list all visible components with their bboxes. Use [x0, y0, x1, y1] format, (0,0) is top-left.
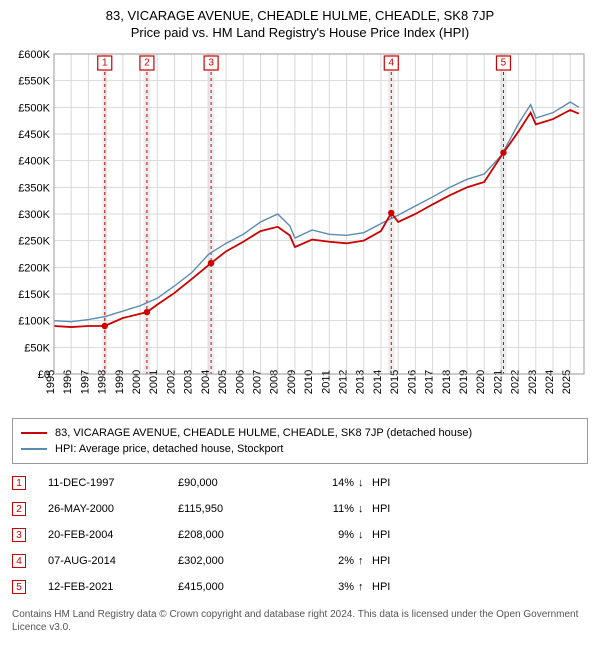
svg-text:2016: 2016: [406, 370, 418, 394]
tx-price: £302,000: [178, 555, 298, 567]
chart-subtitle: Price paid vs. HM Land Registry's House …: [6, 25, 594, 40]
svg-text:2006: 2006: [234, 370, 246, 394]
svg-text:£150K: £150K: [18, 289, 50, 301]
tx-price: £115,950: [178, 503, 298, 515]
svg-text:£450K: £450K: [18, 129, 50, 141]
svg-text:£600K: £600K: [18, 49, 50, 61]
svg-text:1996: 1996: [62, 370, 74, 394]
svg-text:£200K: £200K: [18, 262, 50, 274]
svg-text:2008: 2008: [269, 370, 281, 394]
tx-arrow-icon: ↓: [358, 503, 372, 515]
tx-vs-label: HPI: [372, 529, 402, 541]
tx-date: 20-FEB-2004: [48, 529, 178, 541]
tx-arrow-icon: ↑: [358, 581, 372, 593]
svg-text:2020: 2020: [475, 370, 487, 394]
svg-text:2022: 2022: [510, 370, 522, 394]
legend-label: HPI: Average price, detached house, Stoc…: [55, 443, 284, 455]
tx-marker: 1: [12, 476, 26, 490]
svg-text:1995: 1995: [45, 370, 57, 394]
tx-price: £415,000: [178, 581, 298, 593]
svg-text:2019: 2019: [458, 370, 470, 394]
svg-text:1999: 1999: [114, 370, 126, 394]
svg-text:2001: 2001: [148, 370, 160, 394]
tx-date: 26-MAY-2000: [48, 503, 178, 515]
svg-text:2003: 2003: [183, 370, 195, 394]
transaction-row: 3 20-FEB-2004£208,0009%↓HPI: [12, 522, 588, 548]
transactions-table: 111-DEC-1997£90,00014%↓HPI226-MAY-2000£1…: [12, 470, 588, 600]
legend-item: 83, VICARAGE AVENUE, CHEADLE HULME, CHEA…: [21, 425, 579, 441]
svg-text:1998: 1998: [97, 370, 109, 394]
legend: 83, VICARAGE AVENUE, CHEADLE HULME, CHEA…: [12, 418, 588, 464]
tx-date: 12-FEB-2021: [48, 581, 178, 593]
tx-price: £208,000: [178, 529, 298, 541]
tx-vs-label: HPI: [372, 477, 402, 489]
chart-plot: £0£50K£100K£150K£200K£250K£300K£350K£400…: [6, 48, 594, 408]
svg-text:£500K: £500K: [18, 102, 50, 114]
tx-marker: 4: [12, 554, 26, 568]
svg-text:£550K: £550K: [18, 76, 50, 88]
svg-text:2025: 2025: [561, 370, 573, 394]
svg-text:2012: 2012: [338, 370, 350, 394]
svg-text:£100K: £100K: [18, 316, 50, 328]
tx-diff: 3%: [298, 581, 358, 593]
svg-text:£250K: £250K: [18, 236, 50, 248]
svg-text:2000: 2000: [131, 370, 143, 394]
svg-text:1: 1: [102, 58, 108, 69]
svg-text:£300K: £300K: [18, 209, 50, 221]
legend-swatch: [21, 448, 47, 450]
tx-diff: 11%: [298, 503, 358, 515]
tx-arrow-icon: ↓: [358, 477, 372, 489]
svg-text:2013: 2013: [355, 370, 367, 394]
svg-text:2010: 2010: [303, 370, 315, 394]
svg-text:£50K: £50K: [24, 342, 50, 354]
svg-text:1997: 1997: [79, 370, 91, 394]
chart-container: 83, VICARAGE AVENUE, CHEADLE HULME, CHEA…: [0, 0, 600, 648]
svg-text:2018: 2018: [441, 370, 453, 394]
tx-date: 11-DEC-1997: [48, 477, 178, 489]
svg-text:4: 4: [388, 58, 394, 69]
svg-text:2014: 2014: [372, 370, 384, 394]
transaction-row: 4 07-AUG-2014£302,0002%↑HPI: [12, 548, 588, 574]
svg-text:2023: 2023: [527, 370, 539, 394]
svg-text:2024: 2024: [544, 370, 556, 394]
tx-vs-label: HPI: [372, 555, 402, 567]
tx-marker: 2: [12, 502, 26, 516]
tx-arrow-icon: ↓: [358, 529, 372, 541]
svg-text:£400K: £400K: [18, 156, 50, 168]
svg-text:2021: 2021: [492, 370, 504, 394]
tx-diff: 14%: [298, 477, 358, 489]
svg-text:2009: 2009: [286, 370, 298, 394]
svg-text:2004: 2004: [200, 370, 212, 394]
legend-item: HPI: Average price, detached house, Stoc…: [21, 441, 579, 457]
chart-title: 83, VICARAGE AVENUE, CHEADLE HULME, CHEA…: [6, 8, 594, 23]
svg-text:£350K: £350K: [18, 182, 50, 194]
tx-price: £90,000: [178, 477, 298, 489]
footnote: Contains HM Land Registry data © Crown c…: [12, 608, 588, 634]
tx-arrow-icon: ↑: [358, 555, 372, 567]
transaction-row: 1 11-DEC-1997£90,00014%↓HPI: [12, 470, 588, 496]
tx-vs-label: HPI: [372, 581, 402, 593]
svg-text:5: 5: [501, 58, 507, 69]
tx-marker: 5: [12, 580, 26, 594]
transaction-row: 5 12-FEB-2021£415,0003%↑HPI: [12, 574, 588, 600]
svg-text:2: 2: [144, 58, 150, 69]
svg-text:3: 3: [208, 58, 214, 69]
svg-text:2007: 2007: [251, 370, 263, 394]
tx-marker: 3: [12, 528, 26, 542]
tx-vs-label: HPI: [372, 503, 402, 515]
legend-label: 83, VICARAGE AVENUE, CHEADLE HULME, CHEA…: [55, 427, 472, 439]
svg-text:2017: 2017: [424, 370, 436, 394]
svg-text:2005: 2005: [217, 370, 229, 394]
tx-diff: 9%: [298, 529, 358, 541]
transaction-row: 2 26-MAY-2000£115,95011%↓HPI: [12, 496, 588, 522]
svg-text:2002: 2002: [165, 370, 177, 394]
tx-diff: 2%: [298, 555, 358, 567]
legend-swatch: [21, 432, 47, 434]
tx-date: 07-AUG-2014: [48, 555, 178, 567]
